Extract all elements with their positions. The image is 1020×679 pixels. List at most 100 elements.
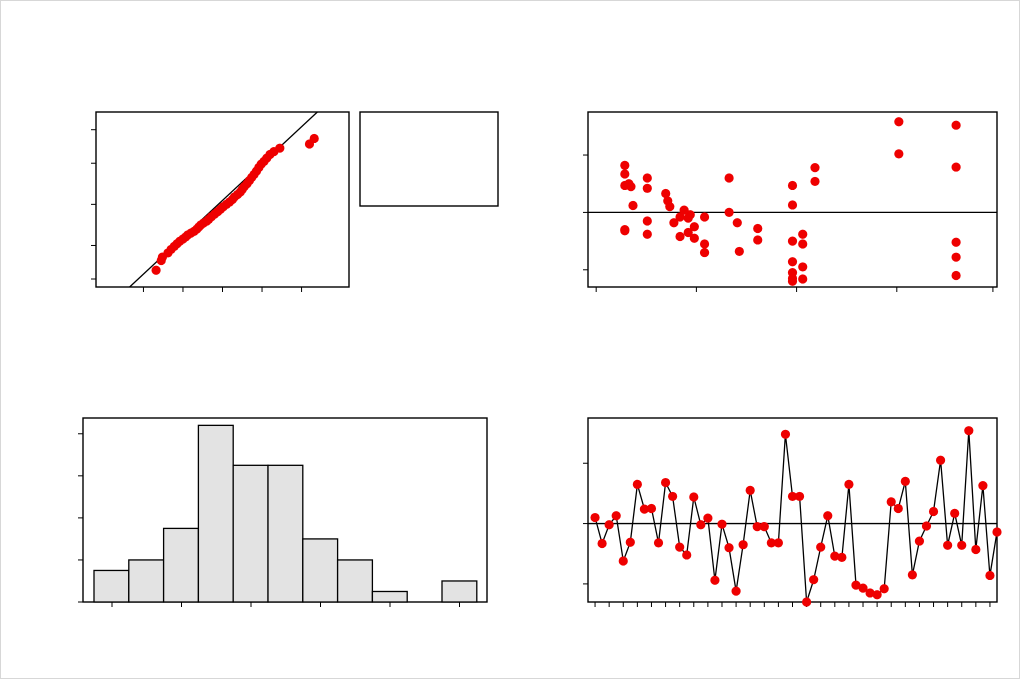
data-point bbox=[951, 270, 961, 281]
axis-ticks bbox=[583, 462, 991, 607]
data-point bbox=[151, 265, 161, 275]
data-point bbox=[802, 597, 812, 607]
data-point bbox=[787, 276, 798, 286]
data-point bbox=[696, 520, 706, 530]
data-point bbox=[675, 542, 685, 552]
data-point bbox=[753, 223, 763, 234]
data-point bbox=[642, 183, 652, 193]
data-point bbox=[935, 455, 946, 465]
data-point bbox=[787, 257, 798, 267]
data-point bbox=[597, 538, 607, 549]
data-point bbox=[675, 212, 685, 222]
data-point bbox=[951, 120, 961, 130]
data-point bbox=[699, 239, 710, 249]
data-point bbox=[872, 590, 882, 600]
data-point bbox=[957, 540, 967, 550]
data-point bbox=[971, 544, 981, 555]
versus-fits-plot bbox=[583, 111, 998, 292]
data-point bbox=[851, 580, 861, 590]
data-point bbox=[780, 429, 791, 439]
data-point bbox=[646, 503, 657, 514]
data-point bbox=[618, 556, 628, 566]
data-point bbox=[703, 513, 713, 523]
data-point bbox=[620, 160, 630, 170]
data-point bbox=[632, 479, 642, 489]
data-point bbox=[816, 542, 826, 552]
data-point bbox=[620, 180, 630, 191]
data-point bbox=[810, 163, 820, 173]
data-point bbox=[642, 229, 652, 239]
data-point bbox=[669, 218, 679, 228]
histogram-bar bbox=[93, 569, 130, 603]
histogram-bar bbox=[441, 580, 478, 603]
data-point bbox=[753, 235, 763, 245]
histogram-bar bbox=[336, 559, 374, 603]
data-point bbox=[710, 575, 720, 585]
data-point bbox=[787, 180, 798, 191]
plot-frame bbox=[587, 111, 998, 288]
data-point bbox=[787, 236, 798, 246]
data-point bbox=[699, 247, 710, 258]
histogram-bar bbox=[232, 464, 269, 603]
data-point bbox=[752, 521, 762, 532]
data-point bbox=[798, 274, 808, 284]
data-point bbox=[717, 519, 727, 529]
data-point bbox=[759, 521, 769, 532]
data-point bbox=[810, 176, 820, 187]
data-point bbox=[668, 491, 678, 502]
data-point bbox=[985, 570, 995, 581]
data-point bbox=[734, 246, 744, 257]
data-point bbox=[809, 575, 819, 585]
histogram-bar bbox=[128, 559, 165, 603]
data-points bbox=[151, 133, 319, 275]
data-point bbox=[794, 491, 805, 502]
histogram-bar bbox=[197, 424, 234, 603]
data-point bbox=[689, 222, 699, 232]
versus-order-plot bbox=[583, 417, 1002, 607]
data-point bbox=[950, 508, 960, 518]
data-point bbox=[699, 212, 710, 222]
data-point bbox=[642, 216, 652, 226]
data-point bbox=[951, 252, 961, 262]
data-point bbox=[660, 477, 671, 488]
data-point bbox=[724, 207, 734, 218]
data-point bbox=[964, 426, 974, 436]
data-point bbox=[921, 521, 932, 531]
data-point bbox=[724, 173, 734, 183]
data-point bbox=[837, 552, 847, 562]
data-point bbox=[928, 506, 939, 517]
data-point bbox=[894, 149, 904, 159]
histogram-bars bbox=[93, 424, 478, 603]
data-point bbox=[661, 188, 671, 199]
data-point bbox=[611, 511, 621, 521]
data-point bbox=[724, 543, 734, 553]
histogram-bar bbox=[371, 590, 408, 603]
data-point bbox=[745, 485, 755, 495]
data-point bbox=[900, 476, 910, 486]
data-point bbox=[275, 143, 285, 153]
data-point bbox=[787, 491, 798, 502]
data-point bbox=[590, 512, 600, 523]
data-point bbox=[992, 527, 1002, 537]
data-point bbox=[689, 233, 699, 243]
data-point bbox=[773, 538, 783, 548]
data-point bbox=[894, 117, 904, 127]
data-points bbox=[590, 426, 1002, 607]
data-point bbox=[830, 551, 840, 561]
data-point bbox=[738, 540, 748, 550]
data-point bbox=[943, 540, 953, 550]
data-point bbox=[858, 583, 868, 593]
histogram-bar bbox=[162, 527, 200, 603]
axis-ticks bbox=[583, 154, 994, 292]
data-point bbox=[620, 225, 630, 235]
data-point bbox=[625, 537, 635, 547]
data-points bbox=[620, 117, 961, 286]
data-point bbox=[604, 520, 614, 530]
data-point bbox=[620, 169, 630, 179]
data-point bbox=[798, 239, 808, 249]
normal-probability-plot bbox=[91, 111, 350, 292]
data-point bbox=[639, 504, 650, 514]
histogram-plot bbox=[78, 417, 488, 607]
data-point bbox=[798, 229, 808, 239]
